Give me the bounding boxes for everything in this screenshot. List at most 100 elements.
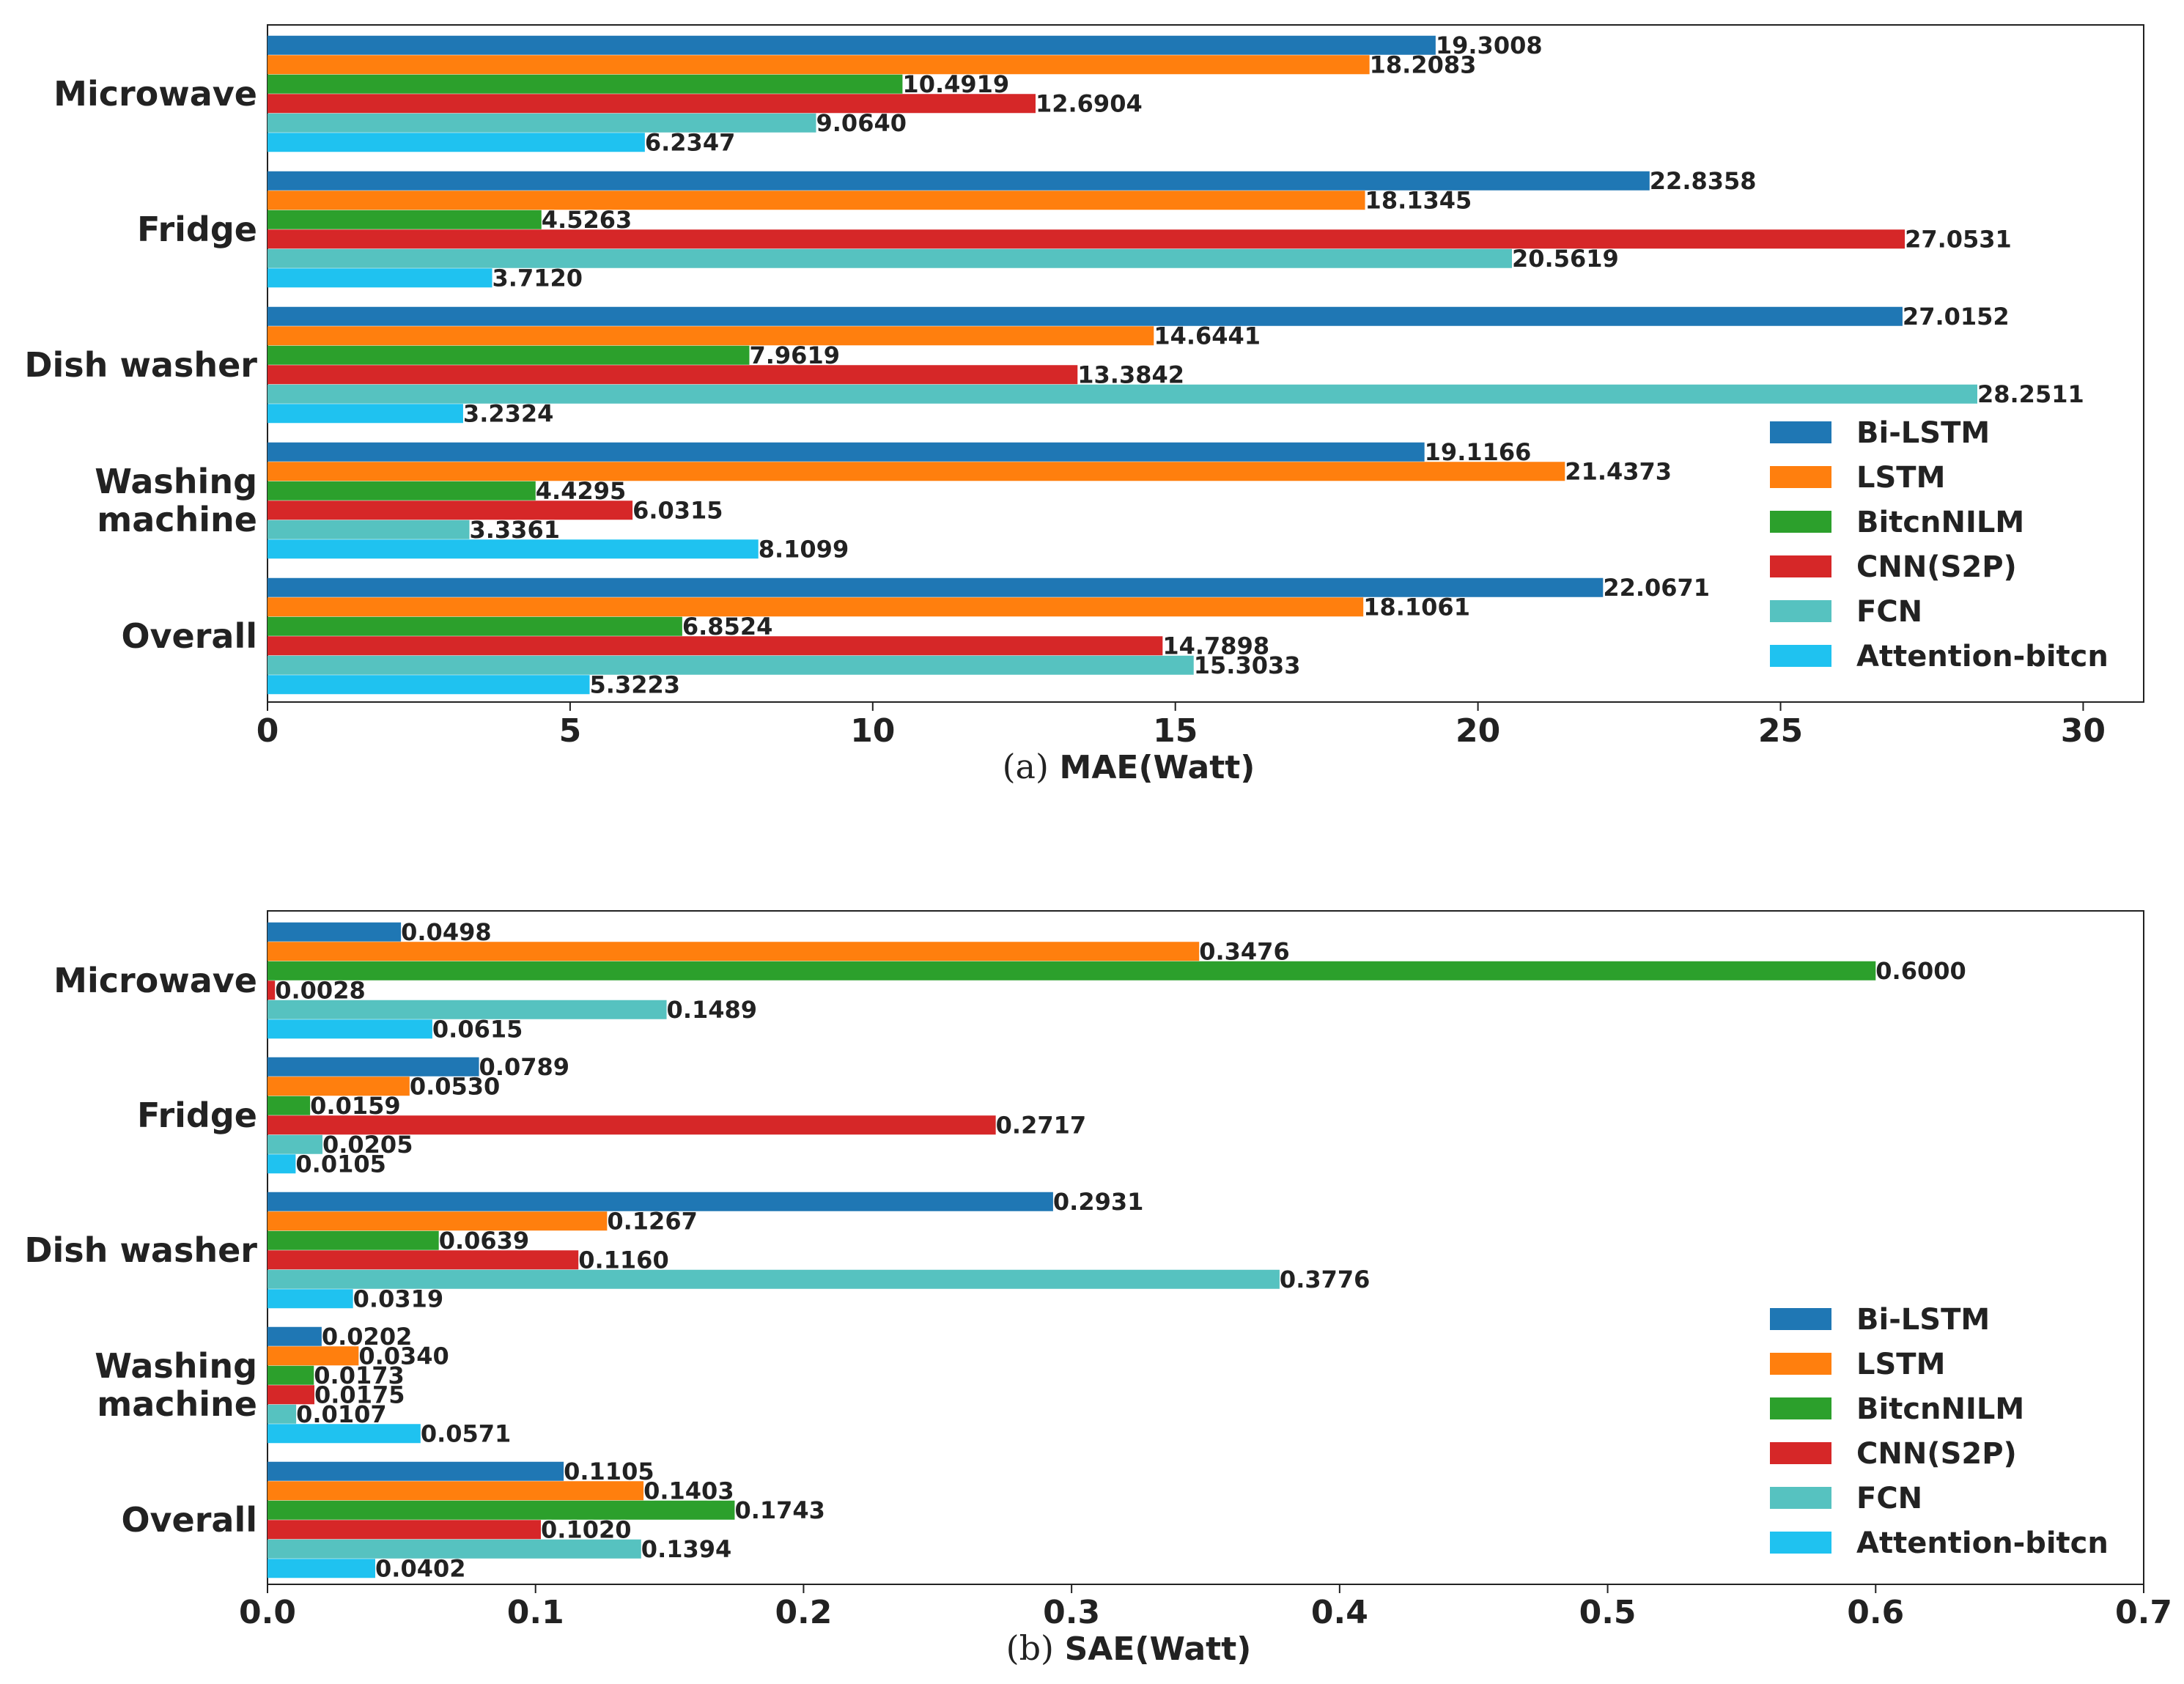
category-label: Overall — [121, 1500, 257, 1540]
category-label: Fridge — [137, 1096, 257, 1135]
value-label: 0.1743 — [734, 1496, 824, 1524]
value-label: 0.0340 — [358, 1342, 449, 1370]
value-label: 14.7898 — [1162, 632, 1269, 660]
bar-bitcnnilm-microwave — [268, 74, 903, 94]
x-tick-label: 0.2 — [775, 1594, 832, 1631]
bar-bi-lstm-microwave — [268, 922, 402, 942]
legend-entry: Attention-bitcn — [1856, 640, 2109, 673]
bar-bi-lstm-washing-machine — [268, 442, 1425, 462]
value-label: 27.0152 — [1903, 303, 2010, 330]
x-tick-label: 20 — [1456, 712, 1500, 750]
bar-lstm-microwave — [268, 55, 1370, 75]
value-label: 0.0498 — [401, 918, 491, 946]
value-label: 0.0615 — [432, 1015, 523, 1043]
value-label: 0.1489 — [667, 996, 757, 1024]
value-label: 0.0173 — [314, 1362, 404, 1389]
value-label: 6.8524 — [682, 613, 772, 640]
bar-bitcnnilm-dish-washer — [268, 1230, 439, 1250]
x-tick-label: 5 — [559, 712, 582, 750]
bar-cnn-s2p--fridge — [268, 1115, 996, 1135]
bar-cnn-s2p--microwave — [268, 94, 1036, 114]
bar-fcn-overall — [268, 1539, 641, 1559]
bar-attention-bitcn-dish-washer — [268, 404, 463, 424]
bar-lstm-fridge — [268, 1076, 410, 1096]
legend-swatch — [1770, 1308, 1831, 1330]
value-label: 0.0319 — [353, 1285, 443, 1312]
legend-swatch — [1770, 645, 1831, 667]
category-label: machine — [97, 1384, 257, 1424]
value-label: 0.0571 — [421, 1419, 511, 1447]
legend-swatch — [1770, 421, 1831, 443]
legend-entry: Bi-LSTM — [1856, 1303, 1990, 1337]
bar-bi-lstm-overall — [268, 1461, 564, 1481]
legend-entry: LSTM — [1856, 461, 1945, 495]
value-label: 0.1267 — [607, 1207, 697, 1235]
value-label: 0.1105 — [564, 1458, 654, 1485]
bar-lstm-overall — [268, 1481, 644, 1501]
legend-entry: Attention-bitcn — [1856, 1526, 2109, 1560]
bar-fcn-dish-washer — [268, 1269, 1280, 1289]
bar-bitcnnilm-microwave — [268, 961, 1876, 981]
bar-cnn-s2p--dish-washer — [268, 1250, 579, 1270]
x-axis-title: SAE(Watt) — [1065, 1631, 1252, 1668]
bar-bi-lstm-dish-washer — [268, 1192, 1053, 1211]
bar-bi-lstm-microwave — [268, 35, 1436, 55]
bar-cnn-s2p--overall — [268, 1520, 542, 1540]
bar-fcn-overall — [268, 655, 1194, 675]
x-tick-label: 0.3 — [1043, 1594, 1100, 1631]
value-label: 0.0402 — [375, 1554, 465, 1582]
x-tick-label: 0.4 — [1311, 1594, 1368, 1631]
bar-bitcnnilm-fridge — [268, 1096, 311, 1115]
bar-attention-bitcn-washing-machine — [268, 1424, 421, 1444]
bar-fcn-fridge — [268, 1134, 322, 1154]
value-label: 18.1345 — [1365, 186, 1472, 214]
legend-swatch — [1770, 1442, 1831, 1464]
value-label: 6.0315 — [632, 496, 723, 524]
bar-cnn-s2p--overall — [268, 636, 1163, 656]
value-label: 12.6904 — [1036, 89, 1143, 117]
bar-cnn-s2p--microwave — [268, 981, 276, 1000]
value-label: 20.5619 — [1512, 245, 1619, 273]
legend-entry: BitcnNILM — [1856, 506, 2024, 539]
value-label: 7.9619 — [749, 341, 839, 369]
value-label: 0.3476 — [1199, 937, 1289, 965]
category-label: Overall — [121, 616, 257, 656]
value-label: 22.0671 — [1603, 574, 1710, 602]
axis-caption: (b) SAE(Watt) — [1006, 1628, 1252, 1668]
bar-lstm-overall — [268, 597, 1364, 617]
bar-bi-lstm-washing-machine — [268, 1326, 322, 1346]
legend-swatch — [1770, 1353, 1831, 1375]
caption-prefix: (b) — [1006, 1628, 1065, 1668]
legend-entry: FCN — [1856, 1482, 1922, 1515]
value-label: 14.6441 — [1154, 322, 1261, 350]
bar-lstm-washing-machine — [268, 1346, 359, 1366]
value-label: 0.1020 — [541, 1515, 631, 1543]
value-label: 0.0107 — [296, 1400, 386, 1428]
legend: Bi-LSTM LSTM BitcnNILM CNN(S2P) FCN Attention… — [1770, 416, 2109, 673]
legend-entry: BitcnNILM — [1856, 1392, 2024, 1426]
value-label: 3.2324 — [463, 399, 553, 427]
value-label: 5.3223 — [590, 671, 680, 698]
bar-cnn-s2p--washing-machine — [268, 501, 633, 520]
x-tick-label: 0.5 — [1579, 1594, 1637, 1631]
value-label: 9.0640 — [816, 109, 907, 137]
value-label: 0.0159 — [310, 1092, 400, 1120]
x-tick-label: 30 — [2061, 712, 2106, 750]
value-label: 27.0531 — [1905, 225, 2012, 253]
value-label: 28.2511 — [1977, 380, 2084, 408]
x-tick-label: 0.0 — [239, 1594, 296, 1631]
bar-fcn-washing-machine — [268, 1404, 297, 1424]
value-label: 0.0105 — [295, 1150, 385, 1178]
x-axis-title: MAE(Watt) — [1060, 749, 1255, 786]
x-tick-label: 25 — [1758, 712, 1803, 750]
bar-bitcnnilm-washing-machine — [268, 481, 536, 501]
x-tick-label: 0.1 — [507, 1594, 564, 1631]
bar-fcn-microwave — [268, 113, 816, 133]
category-label: machine — [97, 500, 257, 539]
legend-entry: FCN — [1856, 595, 1922, 629]
bar-attention-bitcn-fridge — [268, 268, 492, 288]
value-label: 13.3842 — [1077, 361, 1184, 388]
value-label: 0.0530 — [410, 1072, 500, 1100]
bar-attention-bitcn-dish-washer — [268, 1289, 353, 1309]
